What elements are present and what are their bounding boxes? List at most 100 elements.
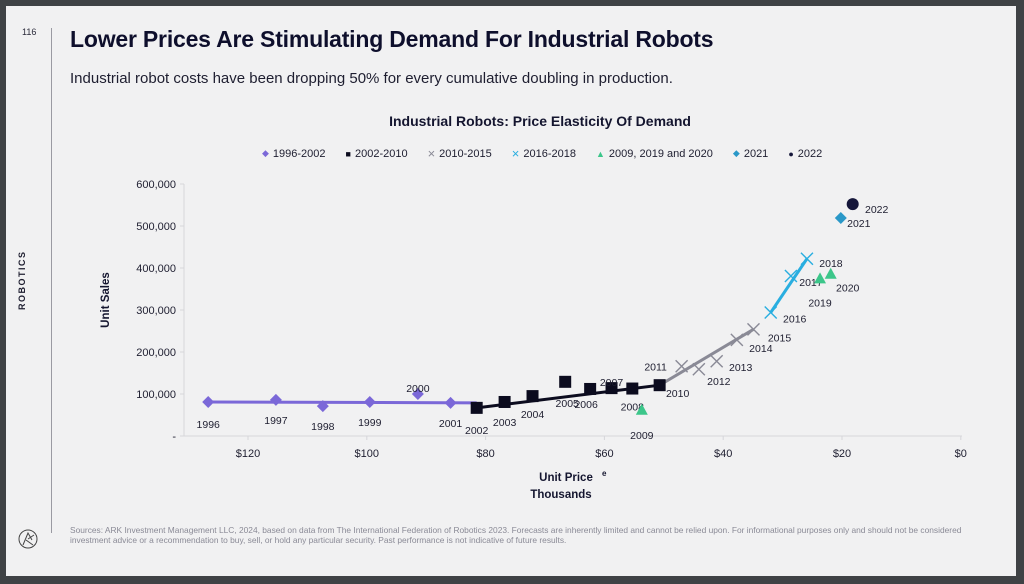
data-label-2002: 2002 [465,425,489,437]
data-label-2018: 2018 [819,258,843,270]
y-tick-label: 100,000 [136,389,176,401]
diamond-marker [444,396,457,409]
square-marker [584,382,597,395]
data-label-2020: 2020 [836,283,860,295]
y-tick-label: 500,000 [136,221,176,233]
data-label-2016: 2016 [783,314,807,326]
x-marker [784,269,798,283]
legend-item: ◆ 2021 [733,148,768,160]
y-tick-label: - [172,431,176,443]
square-marker [626,382,639,395]
data-label-2012: 2012 [707,376,731,388]
data-label-2003: 2003 [493,417,517,429]
circle-marker [846,198,859,211]
x-marker [746,322,760,336]
data-label-2009: 2009 [630,430,654,442]
data-label-1996: 1996 [197,419,221,431]
y-tick-label: 600,000 [136,179,176,191]
x-marker [692,362,706,376]
chart-legend: ◆ 1996-2002 ■ 2002-2010 × 2010-2015 × 2016-2018… [262,146,822,161]
divider [51,28,52,533]
data-label-2015: 2015 [768,332,792,344]
sources-disclaimer: Sources: ARK Investment Management LLC, … [70,525,962,545]
legend-label: 1996-2002 [272,147,326,160]
data-label-2019: 2019 [808,297,832,309]
x-tick-label: $40 [714,448,732,460]
triangle-marker [635,403,648,415]
legend-label: 2010-2015 [439,147,492,160]
y-tick-label: 400,000 [136,263,176,275]
legend-label: 2016-2018 [523,147,576,160]
x-axis-subtitle: Thousands [530,489,591,501]
x-marker [730,333,744,347]
diamond-marker-icon: ◆ [262,148,269,158]
page-subtitle: Industrial robot costs have been droppin… [70,70,673,87]
data-label-1997: 1997 [264,415,288,427]
diamond-marker [316,400,329,413]
trend-line-1996-2002 [208,400,477,405]
legend-item: ■ 2002-2010 [346,148,408,160]
data-label-2001: 2001 [439,418,463,430]
data-label-2011: 2011 [644,361,667,373]
data-label-2010: 2010 [666,388,690,400]
page-number: 116 [22,27,37,37]
x-marker-icon: × [427,146,436,161]
legend-label: 2002-2010 [354,147,408,160]
x-marker [800,252,814,266]
slide [6,6,1016,576]
data-label-2005: 2005 [556,398,580,410]
x-axis-title: Unit Price [539,472,593,484]
data-label-2004: 2004 [521,409,545,421]
legend-label: 2022 [797,147,823,160]
x-tick-label: $20 [833,448,851,460]
square-marker [559,375,572,388]
x-tick-label: $100 [355,448,379,460]
triangle-marker [824,267,837,279]
triangle-marker-icon: ▲ [595,148,605,159]
diamond-marker [363,395,376,408]
legend-label: 2009, 2019 and 2020 [608,147,713,160]
page-title: Lower Prices Are Stimulating Demand For … [70,26,714,52]
ark-logo-icon [17,528,39,555]
x-tick-label: $60 [595,448,613,460]
diamond-marker [411,388,424,400]
diamond-marker [269,393,282,406]
x-marker [764,306,778,320]
square-marker [470,401,483,414]
y-tick-label: 200,000 [136,347,176,359]
x-tick-label: $0 [955,448,967,460]
data-label-2014: 2014 [749,343,773,355]
diamond-marker [202,395,215,408]
legend-item: ▲ 2009, 2019 and 2020 [596,148,713,160]
legend-item: ◆ 1996-2002 [262,148,326,160]
x-marker [710,354,724,368]
x-marker-icon: × [511,146,520,161]
square-marker [526,390,539,403]
x-tick-label: $80 [476,448,494,460]
data-label-2007: 2007 [600,377,624,389]
square-marker [605,382,618,395]
legend-item: × 2016-2018 [512,146,576,161]
legend-label: 2021 [743,147,769,160]
diamond-marker-icon: ◆ [732,148,740,158]
data-label-1998: 1998 [311,421,335,433]
x-tick-label: $120 [236,448,260,460]
square-marker [498,395,511,408]
legend-item: × 2010-2015 [428,146,492,161]
chart-title: Industrial Robots: Price Elasticity Of D… [389,113,691,129]
diamond-marker [834,212,847,225]
x-axis-title-superscript: e [602,469,607,478]
y-tick-label: 300,000 [136,305,176,317]
data-label-1999: 1999 [358,417,382,429]
triangle-marker [814,272,827,284]
data-label-2000: 2000 [406,383,430,395]
data-label-2022: 2022 [865,204,889,216]
data-label-2021: 2021 [847,218,871,230]
square-marker-icon: ■ [345,148,351,159]
square-marker [653,379,666,392]
x-marker [675,359,689,373]
circle-marker-icon: ● [788,148,794,159]
legend-item: ● 2022 [788,148,822,160]
data-label-2006: 2006 [574,399,598,411]
